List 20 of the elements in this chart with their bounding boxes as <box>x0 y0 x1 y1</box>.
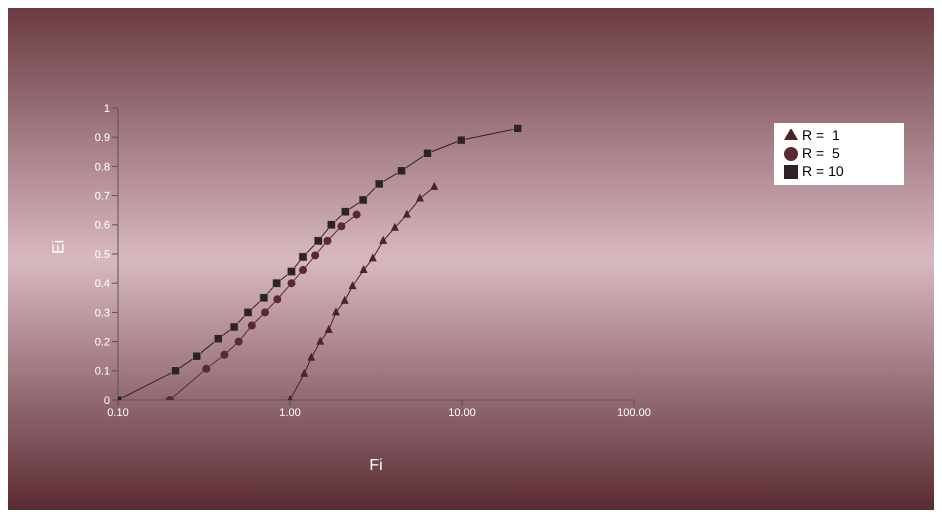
y-tick-label: 0.3 <box>94 307 110 320</box>
x-tick-label: 10.00 <box>448 406 476 419</box>
y-tick-label: 0 <box>104 394 110 407</box>
y-tick-label: 1 <box>104 102 110 115</box>
y-tick-label: 0.2 <box>94 336 110 349</box>
legend-label: R = 1 <box>802 127 840 143</box>
x-axis-title: Fi <box>369 457 383 474</box>
y-tick-label: 0.1 <box>94 366 110 378</box>
y-tick-label: 0.8 <box>94 161 110 174</box>
x-tick-label: 0.10 <box>107 406 129 419</box>
y-tick-label: 0.7 <box>94 190 110 203</box>
y-tick-label: 0.9 <box>94 132 110 144</box>
y-axis-title: Ei <box>50 240 68 254</box>
legend-label: R = 5 <box>802 145 840 161</box>
y-tick-label: 0.4 <box>94 278 110 290</box>
x-tick-label: 1.00 <box>279 406 301 419</box>
y-tick-label: 0.5 <box>94 248 110 261</box>
x-tick-label: 100.00 <box>617 406 651 419</box>
y-tick-label: 0.6 <box>94 220 110 232</box>
legend-label: R = 10 <box>802 163 844 179</box>
